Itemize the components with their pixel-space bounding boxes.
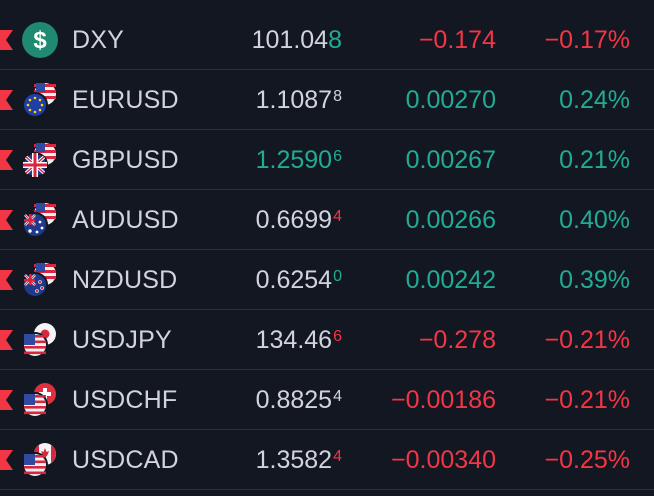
symbol-label: USDJPY — [72, 326, 172, 354]
watchlist-row-usdcad[interactable]: USDCAD 1.35824 −0.00340 −0.25% — [0, 430, 654, 490]
change-percent: −0.17% — [544, 26, 631, 54]
flag-marker-icon[interactable] — [0, 390, 13, 410]
last-price: 1.25906 — [256, 145, 342, 179]
change-value: −0.00186 — [391, 386, 496, 414]
price-last-digit: 8 — [333, 88, 342, 105]
price-main: 134.46 — [255, 326, 333, 354]
last-price: 134.466 — [256, 325, 342, 359]
price-last-digit: 4 — [333, 448, 342, 465]
change-percent: −0.21% — [544, 326, 631, 354]
change-percent: 0.40% — [559, 206, 630, 234]
price-main: 101.04 — [251, 26, 329, 54]
change-value: 0.00267 — [405, 146, 496, 174]
flag-marker-icon[interactable] — [0, 90, 13, 110]
change-value: 0.00270 — [405, 86, 496, 114]
symbol-label: DXY — [72, 26, 125, 54]
last-price: 101.048 — [252, 25, 342, 55]
symbol-label: EURUSD — [72, 86, 179, 114]
last-price: 1.10878 — [256, 85, 342, 119]
change-value: 0.00266 — [405, 206, 496, 234]
flag-marker-icon[interactable] — [0, 210, 13, 230]
usd-chf-flags-icon — [22, 383, 56, 418]
usd-cad-flags-icon — [22, 443, 56, 478]
last-price: 0.88254 — [256, 385, 342, 419]
symbol-label: GBPUSD — [72, 146, 179, 174]
change-percent: 0.39% — [559, 266, 630, 294]
price-last-digit: 0 — [333, 268, 342, 285]
svg-text:$: $ — [33, 27, 47, 54]
change-value: 0.00242 — [405, 266, 496, 294]
watchlist-row-eurusd[interactable]: EURUSD 1.10878 0.00270 0.24% — [0, 70, 654, 130]
eur-usd-flags-icon — [22, 83, 56, 118]
usd-jpy-flags-icon — [22, 323, 56, 358]
watchlist-row-usdchf[interactable]: USDCHF 0.88254 −0.00186 −0.21% — [0, 370, 654, 430]
price-last-digit: 6 — [333, 148, 342, 165]
watchlist-row-dxy[interactable]: $ DXY 101.048 −0.174 −0.17% — [0, 10, 654, 70]
symbol-label: AUDUSD — [72, 206, 179, 234]
nzd-usd-flags-icon — [22, 263, 56, 298]
flag-marker-icon[interactable] — [0, 270, 13, 290]
price-last-digit: 6 — [333, 328, 342, 345]
change-value: −0.278 — [418, 326, 496, 354]
price-main: 1.3582 — [255, 446, 333, 474]
symbol-label: USDCHF — [72, 386, 178, 414]
change-percent: 0.21% — [559, 146, 630, 174]
price-last-digit: 4 — [333, 208, 342, 225]
change-percent: 0.24% — [559, 86, 630, 114]
price-main: 1.1087 — [255, 86, 333, 114]
change-value: −0.174 — [418, 26, 496, 54]
change-value: −0.00340 — [391, 446, 496, 474]
gbp-usd-flags-icon — [22, 143, 56, 178]
flag-marker-icon[interactable] — [0, 30, 13, 50]
change-percent: −0.25% — [544, 446, 631, 474]
watchlist-row-usdjpy[interactable]: USDJPY 134.466 −0.278 −0.21% — [0, 310, 654, 370]
flag-marker-icon[interactable] — [0, 330, 13, 350]
last-price: 0.62540 — [256, 265, 342, 299]
watchlist-row-gbpusd[interactable]: GBPUSD 1.25906 0.00267 0.21% — [0, 130, 654, 190]
flag-marker-icon[interactable] — [0, 150, 13, 170]
dollar-icon: $ — [22, 22, 58, 58]
price-main: 0.6254 — [255, 266, 333, 294]
last-price: 0.66994 — [256, 205, 342, 239]
price-main: 0.6699 — [255, 206, 333, 234]
price-last-digit: 8 — [328, 26, 342, 54]
last-price: 1.35824 — [256, 445, 342, 479]
watchlist-row-nzdusd[interactable]: NZDUSD 0.62540 0.00242 0.39% — [0, 250, 654, 310]
price-main: 0.8825 — [255, 386, 333, 414]
flag-marker-icon[interactable] — [0, 450, 13, 470]
aud-usd-flags-icon — [22, 203, 56, 238]
symbol-label: USDCAD — [72, 446, 179, 474]
price-main: 1.2590 — [255, 146, 333, 174]
watchlist-row-audusd[interactable]: AUDUSD 0.66994 0.00266 0.40% — [0, 190, 654, 250]
change-percent: −0.21% — [544, 386, 631, 414]
symbol-label: NZDUSD — [72, 266, 178, 294]
price-last-digit: 4 — [333, 388, 342, 405]
